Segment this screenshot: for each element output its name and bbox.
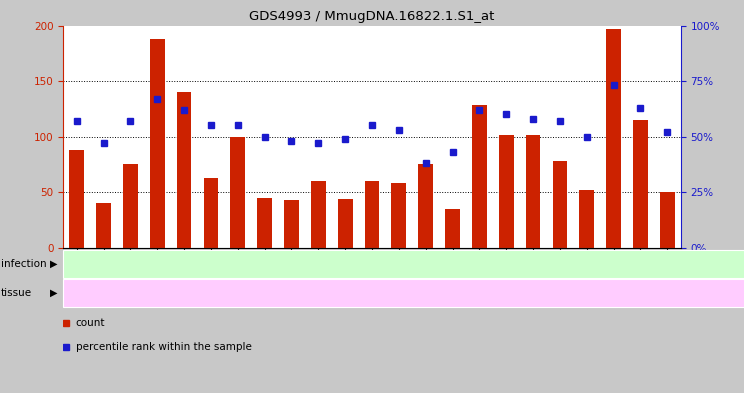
Text: tissue: tissue (1, 288, 32, 298)
Bar (231, 136, 245, 248)
Bar (499, 136, 513, 248)
Bar (445, 209, 460, 248)
Bar (391, 183, 406, 248)
Bar (472, 105, 487, 248)
Bar (123, 164, 138, 248)
Text: GDS4993 / MmugDNA.16822.1.S1_at: GDS4993 / MmugDNA.16822.1.S1_at (249, 10, 495, 23)
Bar (150, 39, 164, 248)
Text: ▶: ▶ (50, 288, 57, 298)
Bar (553, 161, 568, 248)
Bar (284, 200, 299, 248)
Bar (606, 29, 621, 248)
Bar (633, 120, 648, 248)
Bar (338, 199, 353, 248)
Bar (526, 136, 540, 248)
Bar (96, 203, 111, 248)
Bar (365, 181, 379, 248)
Bar (69, 150, 84, 248)
Bar (204, 178, 218, 248)
Text: percentile rank within the sample: percentile rank within the sample (76, 342, 251, 352)
Text: infection: infection (1, 259, 46, 269)
Bar (257, 198, 272, 248)
Bar (176, 92, 191, 248)
Text: count: count (76, 318, 105, 328)
Bar (311, 181, 326, 248)
Bar (580, 190, 594, 248)
Bar (660, 192, 675, 248)
Text: ▶: ▶ (50, 259, 57, 269)
Bar (418, 164, 433, 248)
